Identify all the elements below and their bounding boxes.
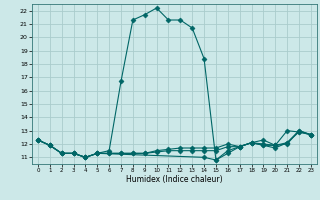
X-axis label: Humidex (Indice chaleur): Humidex (Indice chaleur) — [126, 175, 223, 184]
